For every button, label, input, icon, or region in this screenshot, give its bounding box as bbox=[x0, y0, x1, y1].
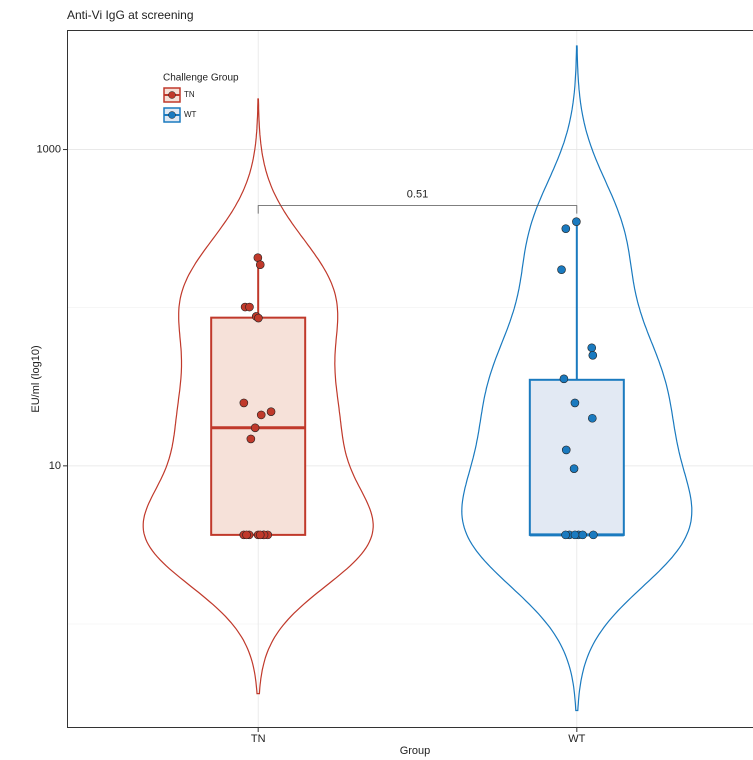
data-point bbox=[255, 260, 265, 270]
violin bbox=[461, 45, 693, 712]
significance-bracket bbox=[257, 205, 578, 214]
p-value-label: 0.51 bbox=[407, 189, 428, 201]
data-point bbox=[239, 398, 249, 408]
data-point bbox=[589, 530, 598, 540]
data-point bbox=[561, 224, 571, 233]
data-point bbox=[242, 530, 251, 540]
legend-title: Challenge Group bbox=[163, 73, 239, 84]
data-point bbox=[256, 410, 266, 420]
legend-label: WT bbox=[184, 110, 197, 119]
legend-key-point bbox=[168, 91, 176, 99]
data-point bbox=[245, 302, 254, 312]
y-tick-label: 1000 bbox=[37, 143, 61, 155]
data-point bbox=[246, 434, 256, 444]
y-tick-label: 10 bbox=[49, 460, 61, 472]
data-point bbox=[266, 407, 276, 416]
y-axis-title: EU/ml (log10) bbox=[30, 345, 42, 412]
data-point bbox=[557, 265, 566, 274]
violin bbox=[142, 98, 374, 695]
data-point bbox=[570, 398, 580, 408]
chart-title: Anti-Vi IgG at screening bbox=[67, 8, 194, 22]
data-point bbox=[255, 530, 265, 540]
data-point bbox=[254, 313, 263, 323]
x-axis-title: Group bbox=[400, 745, 431, 757]
legend-key-point bbox=[168, 111, 176, 119]
plot-frame bbox=[67, 30, 753, 728]
data-point bbox=[250, 423, 260, 433]
data-point bbox=[561, 445, 571, 455]
data-point bbox=[587, 343, 597, 353]
data-point bbox=[588, 413, 597, 423]
data-point bbox=[570, 530, 580, 540]
data-point bbox=[561, 530, 570, 540]
x-tick-label: TN bbox=[251, 733, 266, 745]
data-point bbox=[588, 351, 598, 360]
data-point bbox=[578, 530, 587, 540]
legend-label: TN bbox=[184, 90, 195, 99]
plot-area bbox=[67, 30, 753, 728]
data-point bbox=[569, 464, 579, 473]
x-tick-label: WT bbox=[568, 733, 585, 745]
data-point bbox=[559, 374, 569, 384]
data-point bbox=[572, 217, 581, 226]
